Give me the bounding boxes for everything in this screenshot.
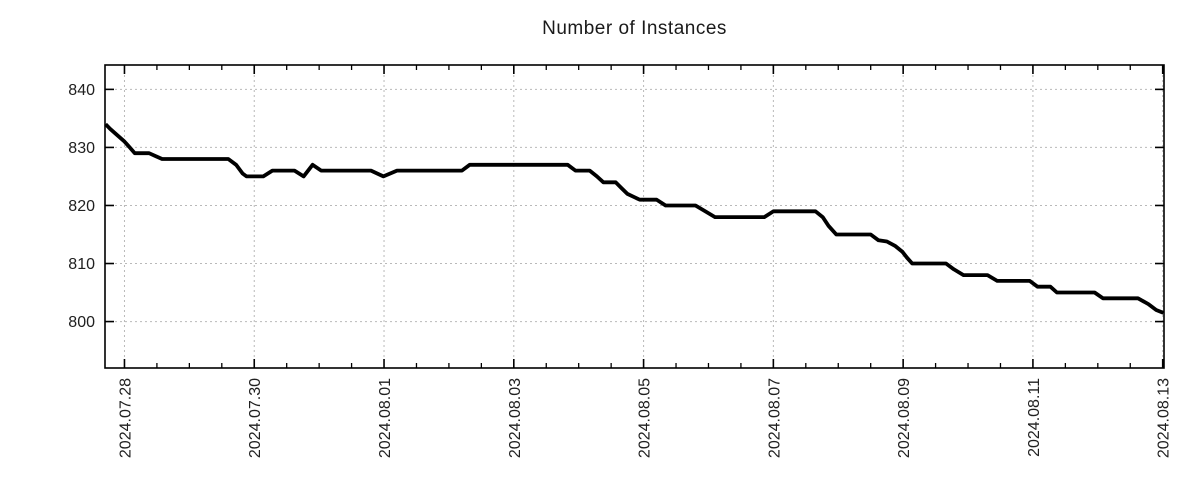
x-tick-label: 2024.08.13: [1156, 378, 1173, 458]
x-tick-label: 2024.08.11: [1026, 378, 1043, 457]
x-tick-label: 2024.07.28: [117, 378, 134, 458]
y-tick-label: 830: [68, 140, 95, 157]
y-tick-label: 800: [68, 314, 95, 331]
data-line-instances: [104, 122, 1165, 315]
y-tick-label: 820: [68, 198, 95, 215]
y-tick-label: 810: [68, 256, 95, 273]
y-tick-label: 840: [68, 82, 95, 99]
chart-title: Number of Instances: [542, 18, 727, 39]
x-tick-label: 2024.07.30: [247, 378, 264, 458]
x-tick-label: 2024.08.01: [377, 378, 394, 458]
x-tick-label: 2024.08.07: [766, 378, 783, 458]
x-tick-label: 2024.08.09: [896, 378, 913, 458]
plot-frame: [104, 64, 1165, 369]
x-tick-label: 2024.08.03: [507, 378, 524, 458]
x-tick-label: 2024.08.05: [637, 378, 654, 458]
